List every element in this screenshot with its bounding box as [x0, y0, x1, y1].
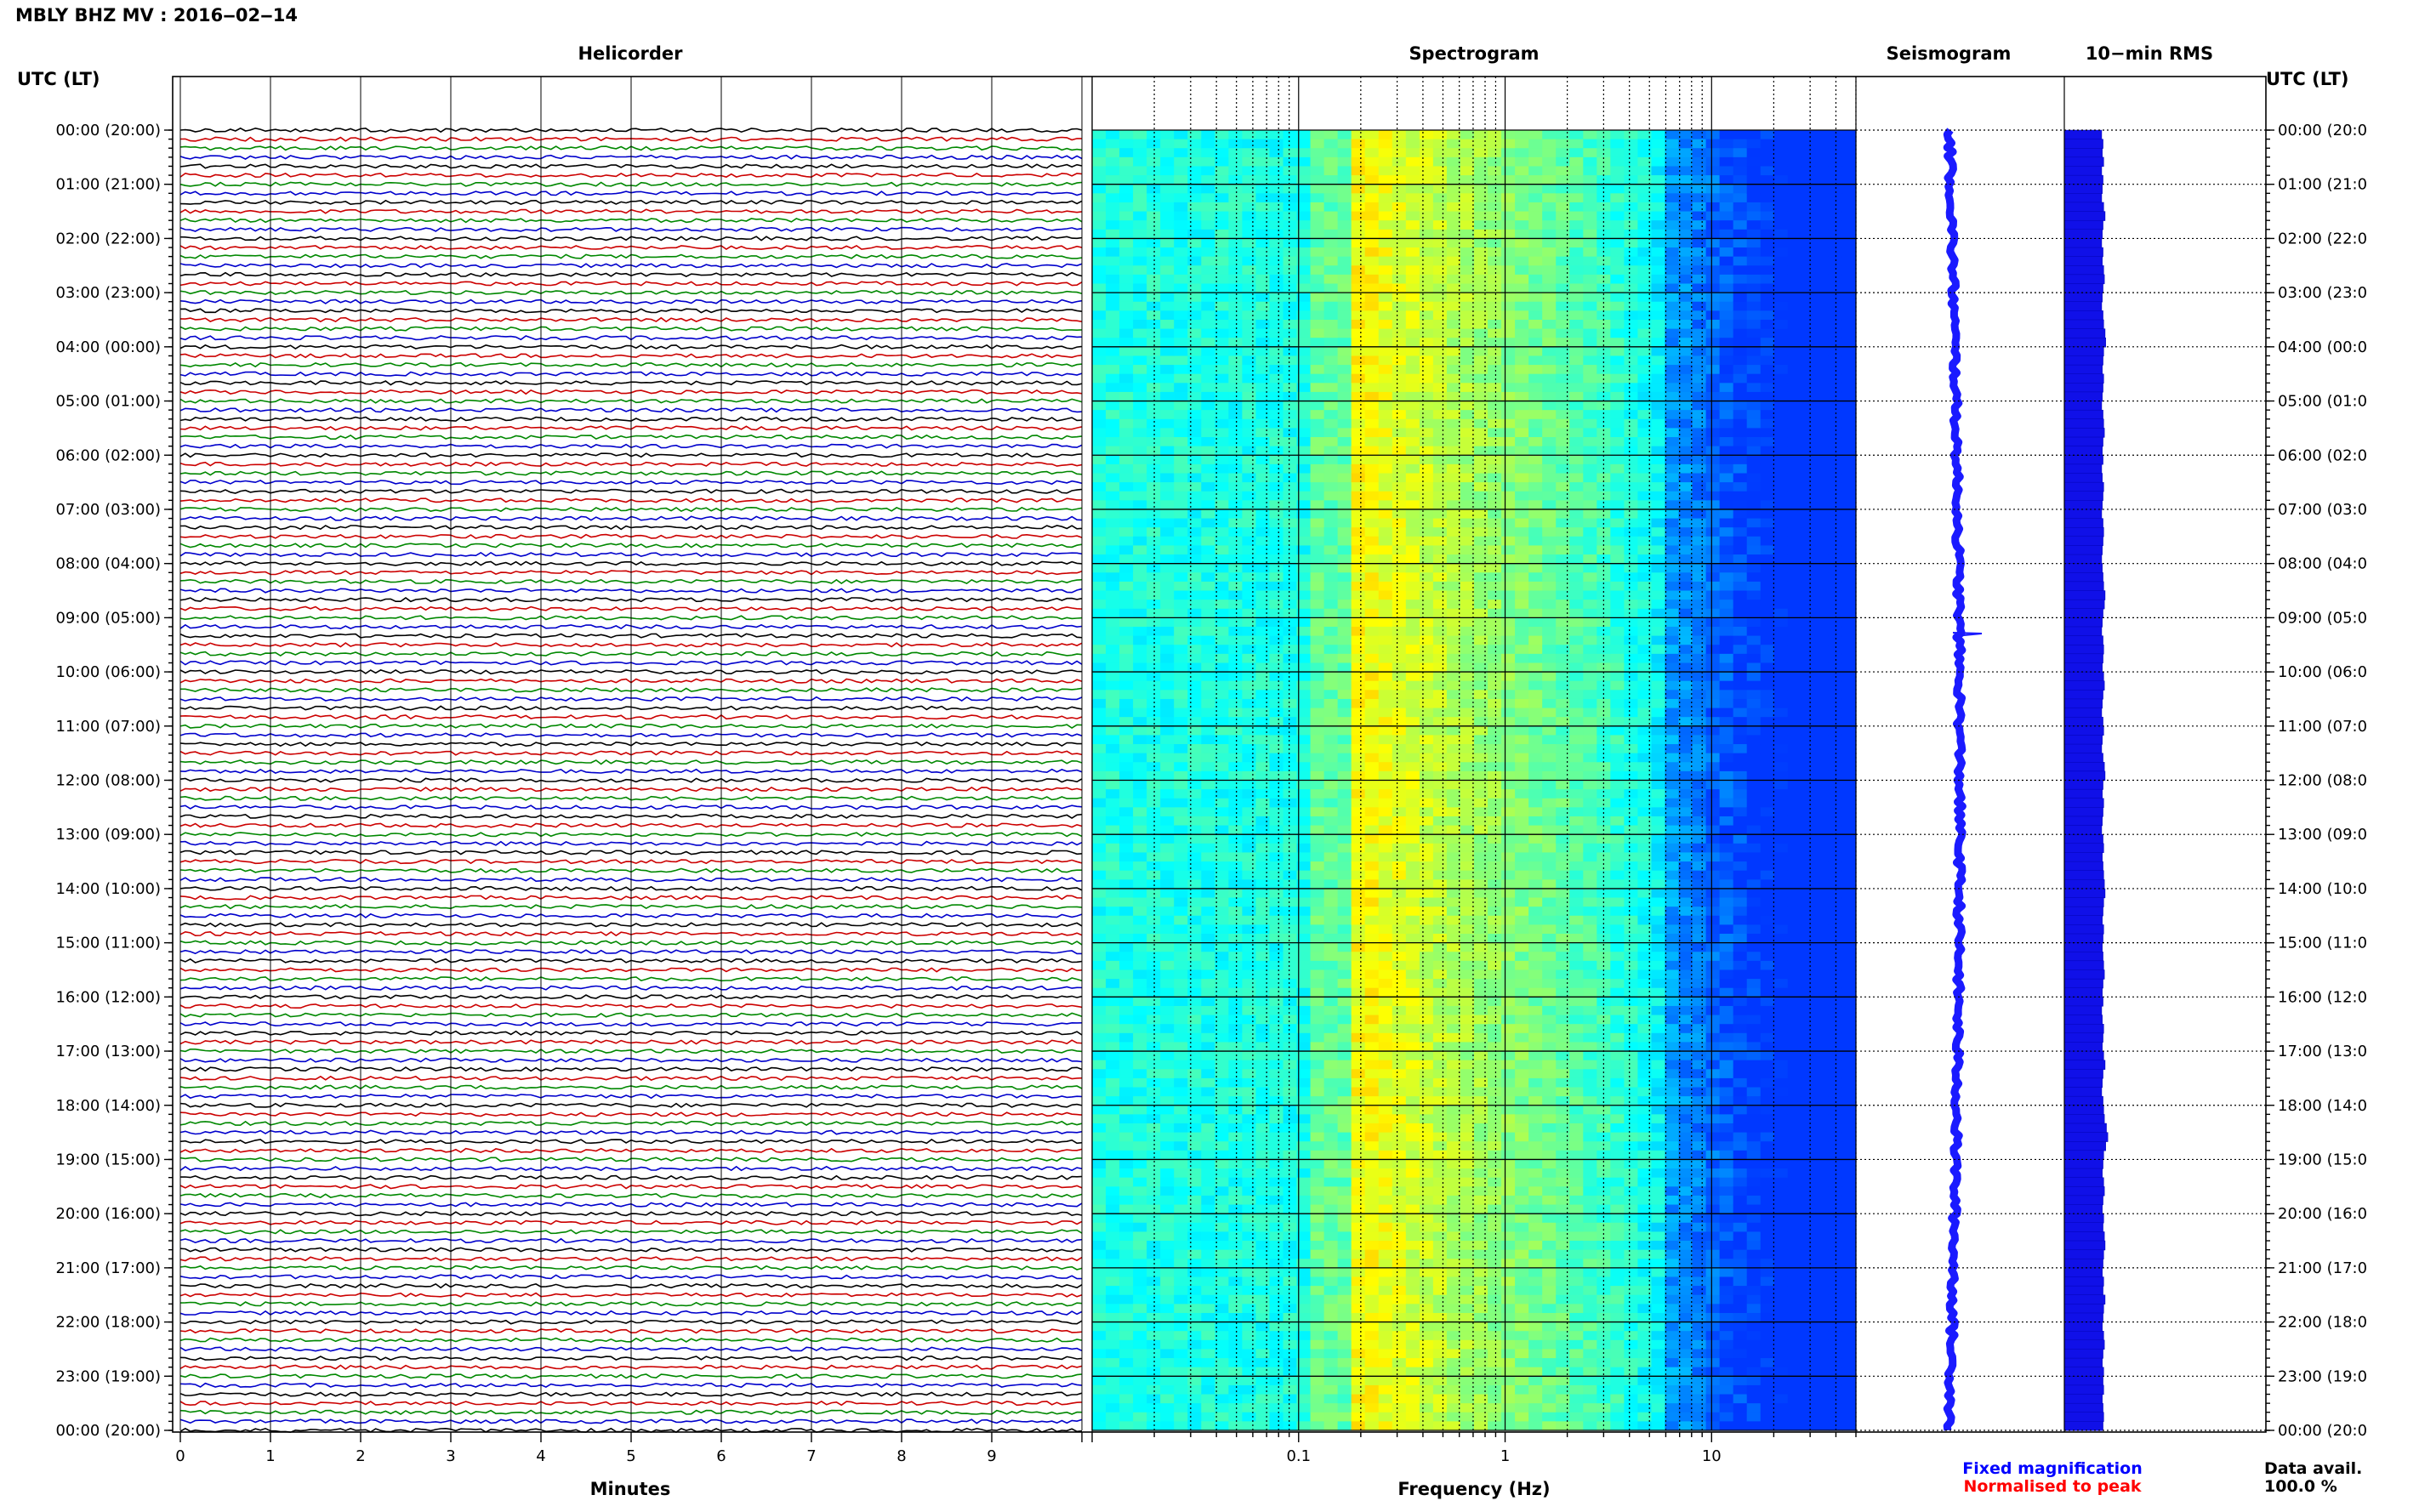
time-tick-label-right: 09:00 (05:0 [2278, 609, 2367, 627]
minutes-tick-label: 0 [175, 1447, 185, 1465]
minutes-tick-label: 5 [626, 1447, 635, 1465]
minutes-tick-label: 4 [536, 1447, 545, 1465]
time-tick-label-right: 23:00 (19:0 [2278, 1367, 2367, 1385]
minutes-tick-label: 3 [446, 1447, 455, 1465]
legend-fixed-magnification: Fixed magnification [1962, 1459, 2142, 1478]
minutes-tick-label: 6 [716, 1447, 726, 1465]
minutes-tick-label: 9 [987, 1447, 996, 1465]
time-tick-label-right: 15:00 (11:0 [2278, 935, 2367, 952]
time-tick-label: 00:00 (20:00) [55, 122, 161, 139]
time-tick-label: 06:00 (02:00) [55, 446, 161, 464]
minutes-tick-label: 2 [356, 1447, 365, 1465]
minutes-tick-label: 7 [806, 1447, 816, 1465]
time-tick-label-right: 11:00 (07:0 [2278, 718, 2367, 736]
time-tick-label: 02:00 (22:00) [55, 230, 161, 247]
spectrogram-title: Spectrogram [1409, 43, 1539, 64]
minutes-axis-label: Minutes [590, 1479, 671, 1499]
seismogram-title: Seismogram [1887, 43, 2012, 64]
time-tick-label-right: 08:00 (04:0 [2278, 555, 2367, 573]
time-tick-label: 10:00 (06:00) [55, 663, 161, 681]
time-tick-label: 05:00 (01:00) [55, 393, 161, 411]
time-tick-label: 19:00 (15:00) [55, 1151, 161, 1169]
time-tick-label-right: 22:00 (18:0 [2278, 1314, 2367, 1332]
frequency-axis-label: Frequency (Hz) [1397, 1479, 1550, 1499]
time-tick-label-right: 00:00 (20:0 [2278, 122, 2367, 139]
time-tick-label-right: 02:00 (22:0 [2278, 230, 2367, 247]
time-tick-label-right: 03:00 (23:0 [2278, 284, 2367, 302]
time-tick-label: 11:00 (07:00) [55, 718, 161, 736]
seismogram-trace [1943, 128, 1983, 1431]
data-avail-value: 100.0 % [2264, 1477, 2337, 1496]
rms-title: 10−min RMS [2086, 43, 2213, 64]
time-tick-label: 04:00 (00:00) [55, 338, 161, 356]
minutes-tick-label: 8 [896, 1447, 906, 1465]
time-tick-label: 07:00 (03:00) [55, 501, 161, 519]
time-tick-label: 09:00 (05:00) [55, 609, 161, 627]
time-tick-label-right: 00:00 (20:0 [2278, 1422, 2367, 1440]
time-tick-label-right: 01:00 (21:0 [2278, 176, 2367, 194]
time-tick-label: 20:00 (16:00) [55, 1205, 161, 1223]
time-tick-label-right: 20:00 (16:0 [2278, 1205, 2367, 1223]
time-tick-labels-left: 00:00 (20:00) 01:00 (21:00) 02:00 (22:00) 0… [55, 122, 161, 1440]
time-tick-label-right: 06:00 (02:0 [2278, 446, 2367, 464]
time-tick-labels-right: 00:00 (20:0 01:00 (21:0 02:00 (22:0 03:00 (… [2278, 122, 2367, 1440]
helicorder-title: Helicorder [578, 43, 683, 64]
time-tick-label-right: 21:00 (17:0 [2278, 1259, 2367, 1277]
time-tick-label-right: 12:00 (08:0 [2278, 772, 2367, 790]
time-tick-label: 23:00 (19:00) [55, 1367, 161, 1385]
time-tick-label: 22:00 (18:00) [55, 1314, 161, 1332]
time-tick-label: 00:00 (20:00) [55, 1422, 161, 1440]
time-tick-label-right: 17:00 (13:0 [2278, 1043, 2367, 1060]
time-tick-label: 12:00 (08:00) [55, 772, 161, 790]
time-tick-label-right: 14:00 (10:0 [2278, 880, 2367, 898]
time-tick-label: 17:00 (13:00) [55, 1043, 161, 1060]
time-tick-label-right: 04:00 (00:0 [2278, 338, 2367, 356]
time-tick-label-right: 05:00 (01:0 [2278, 393, 2367, 411]
time-tick-label: 18:00 (14:00) [55, 1097, 161, 1115]
minutes-tick-label: 1 [265, 1447, 275, 1465]
spectrogram [1092, 130, 1857, 1431]
time-tick-label: 13:00 (09:00) [55, 826, 161, 844]
frequency-tick-label: 0.1 [1286, 1447, 1311, 1465]
frequency-tick-label: 1 [1500, 1447, 1510, 1465]
legend-normalised-to-peak: Normalised to peak [1963, 1477, 2141, 1496]
time-tick-label-right: 07:00 (03:0 [2278, 501, 2367, 519]
frequency-tick-labels: 0.1 1 10 [1286, 1447, 1721, 1465]
time-tick-label: 21:00 (17:00) [55, 1259, 161, 1277]
time-tick-label-right: 10:00 (06:0 [2278, 663, 2367, 681]
time-tick-label: 14:00 (10:00) [55, 880, 161, 898]
time-tick-label: 15:00 (11:00) [55, 935, 161, 952]
time-tick-label: 16:00 (12:00) [55, 988, 161, 1006]
time-axis-label-left: UTC (LT) [17, 69, 100, 89]
time-tick-label-right: 13:00 (09:0 [2278, 826, 2367, 844]
plot-frames [164, 76, 2274, 1442]
station-title: MBLY BHZ MV : 2016‒02‒14 [15, 5, 298, 26]
data-avail-label: Data avail. [2264, 1459, 2362, 1478]
minutes-tick-labels: 0 1 2 3 4 5 6 7 8 9 [175, 1447, 996, 1465]
time-tick-label: 03:00 (23:00) [55, 284, 161, 302]
frequency-tick-label: 10 [1702, 1447, 1722, 1465]
time-tick-label: 01:00 (21:00) [55, 176, 161, 194]
time-tick-label-right: 19:00 (15:0 [2278, 1151, 2367, 1169]
time-axis-label-right: UTC (LT) [2266, 69, 2349, 89]
time-tick-label: 08:00 (04:00) [55, 555, 161, 573]
time-tick-label-right: 16:00 (12:0 [2278, 988, 2367, 1006]
time-tick-label-right: 18:00 (14:0 [2278, 1097, 2367, 1115]
